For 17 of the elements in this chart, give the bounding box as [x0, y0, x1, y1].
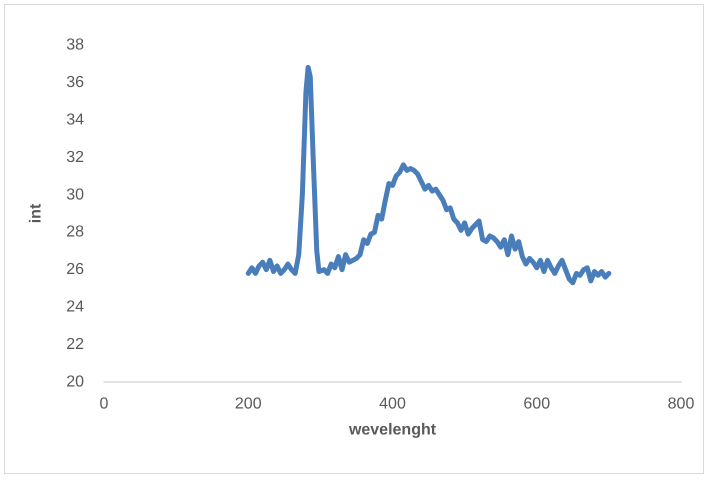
- x-tick-label: 600: [523, 396, 550, 412]
- y-tick-label: 32: [66, 148, 84, 166]
- y-tick-label: 28: [66, 224, 84, 241]
- y-tick-label: 30: [66, 186, 84, 204]
- y-tick-label: 26: [66, 261, 84, 278]
- x-tick-label: 0: [100, 396, 109, 412]
- y-axis-title: int: [28, 203, 44, 224]
- y-tick-label: 36: [66, 74, 84, 91]
- x-tick-label: 400: [379, 396, 406, 412]
- x-axis-title: wevelenght: [348, 422, 437, 438]
- y-tick-label: 24: [66, 298, 84, 316]
- y-tick-label: 20: [66, 374, 84, 390]
- y-tick-label: 38: [66, 36, 84, 54]
- y-tick-label: 34: [66, 111, 84, 128]
- x-tick-label: 800: [668, 396, 694, 412]
- y-tick-label: 22: [66, 336, 84, 354]
- x-tick-label: 200: [234, 396, 262, 412]
